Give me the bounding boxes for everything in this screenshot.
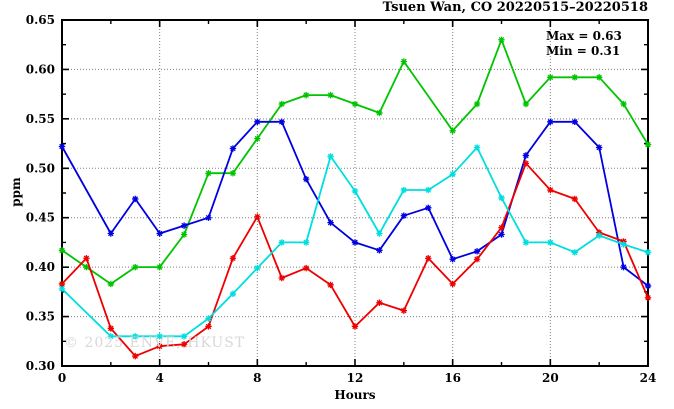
series-markers-blue: [58, 118, 652, 290]
x-axis-label: Hours: [334, 388, 376, 402]
x-tick-label: 8: [253, 371, 261, 385]
y-axis-label: ppm: [9, 177, 23, 207]
plot-frame: [61, 19, 649, 367]
x-tick-label: 12: [347, 371, 364, 385]
y-tick-label: 0.60: [26, 62, 55, 76]
series-markers-cyan: [58, 144, 652, 340]
y-tick-label: 0.40: [26, 260, 55, 274]
y-tick-label: 0.65: [26, 13, 55, 27]
y-tick-label: 0.35: [26, 310, 55, 324]
x-tick-label: 16: [444, 371, 461, 385]
x-tick-label: 0: [58, 371, 66, 385]
y-tick-label: 0.55: [26, 112, 55, 126]
y-tick-label: 0.50: [26, 161, 55, 175]
min-value-label: Min = 0.31: [546, 44, 621, 58]
watermark: © 2025 ENVE, HKUST: [64, 335, 246, 351]
y-tick-label: 0.30: [26, 359, 55, 373]
max-min-annotation: Max = 0.63 Min = 0.31: [546, 29, 622, 59]
y-tick-label: 0.45: [26, 211, 55, 225]
series-markers-green: [58, 36, 652, 288]
max-value-label: Max = 0.63: [546, 29, 622, 43]
x-tick-label: 24: [640, 371, 657, 385]
chart-title: Tsuen Wan, CO 20220515–20220518: [382, 0, 648, 15]
x-tick-label: 20: [542, 371, 559, 385]
x-tick-label: 4: [155, 371, 163, 385]
